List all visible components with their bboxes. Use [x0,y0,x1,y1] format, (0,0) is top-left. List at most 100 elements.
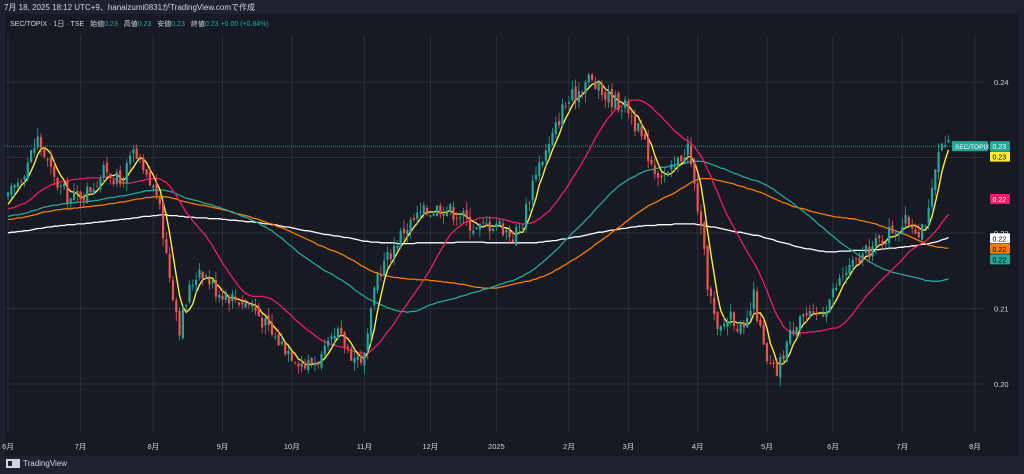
open-value: 0.23 [104,21,118,28]
candle-body [198,269,201,278]
candle-body [231,293,234,302]
candle-body [43,149,46,157]
candle-body [680,155,683,162]
candle-body [703,222,706,249]
candle-body [76,190,79,194]
candle-body [300,363,303,367]
candle-body [558,121,561,126]
candle-body [696,183,699,212]
candle-body [419,211,422,213]
candle-body [888,226,891,244]
candle-body [492,228,495,231]
candle-body [501,223,505,235]
candle-body [386,252,389,260]
candle-body [686,143,689,155]
candle-body [914,229,917,234]
candle-body [290,352,293,361]
candle-body [208,277,211,285]
candle-body [917,231,920,238]
tradingview-logo-icon [6,459,20,468]
candle-body [907,217,910,225]
moving-average-line [8,177,949,289]
x-tick-label: 5月 [761,442,773,451]
candle-body [356,356,359,360]
candle-body [267,315,270,326]
x-tick-label: 8月 [147,442,159,451]
candle-body [406,230,409,235]
candle-body [33,147,36,154]
candle-body [459,217,462,219]
candle-body [125,162,128,183]
high-label: 高値 [123,21,138,28]
candle-body [333,335,336,340]
candle-body [666,172,670,173]
symbol-tag [952,141,988,152]
moving-average-line [7,99,950,355]
candle-body [789,330,792,344]
candle-body [320,354,323,368]
candle-body [607,91,610,103]
candle-body [214,280,217,297]
candle-body [346,346,349,349]
low-value: 0.23 [171,21,185,28]
candle-body [274,336,277,338]
x-tick-label: 2025 [488,442,505,451]
candle-body [551,132,554,145]
x-tick-label: 11月 [357,442,372,451]
candle-body [284,343,287,355]
candle-body [234,296,237,301]
candle-body [155,182,158,196]
candle-body [848,264,851,274]
candle-body [455,218,458,219]
candle-body [221,295,224,300]
candle-body [699,211,703,226]
candle-body [485,223,488,226]
candle-body [739,322,742,334]
x-tick-label: 7月 [896,442,908,451]
candle-body [812,311,815,313]
candle-body [228,296,231,304]
candle-body [581,92,584,94]
candle-body [653,164,656,175]
candle-body [16,182,19,187]
candle-body [96,186,99,188]
candle-body [756,291,759,321]
candle-body [749,310,752,316]
candle-body [792,330,795,335]
candle-body [201,271,204,280]
candle-body [673,164,676,167]
candle-body [518,226,521,228]
candle-body [327,340,330,346]
candle-body [772,362,775,364]
candle-body [528,202,531,204]
candle-body [287,350,290,355]
candle-body [647,137,650,162]
candle-body [614,94,617,109]
candle-body [620,110,623,112]
candle-body [26,162,29,179]
candle-body [158,196,161,205]
candle-body [808,310,811,318]
price-tag [990,151,1010,162]
candle-body [264,318,267,326]
candle-body [313,362,316,366]
x-tick-label: 10月 [284,442,300,451]
candle-body [422,205,425,215]
candle-body [92,189,95,194]
candle-body [148,171,151,186]
candle-body [683,157,686,162]
price-tag [990,141,1010,152]
candle-body [831,288,835,298]
candle-body [775,362,778,376]
candle-body [383,260,386,276]
candle-body [587,74,590,83]
price-tag-label: 0.22 [993,197,1007,204]
price-tag-label: 0.23 [993,144,1007,151]
candle-body [244,302,247,308]
candle-body [224,294,227,300]
symbol-label[interactable]: SEC/TOPIX · 1日 · TSE [10,21,85,28]
candle-body [145,169,148,175]
candle-body [617,92,620,111]
candle-body [706,246,709,290]
